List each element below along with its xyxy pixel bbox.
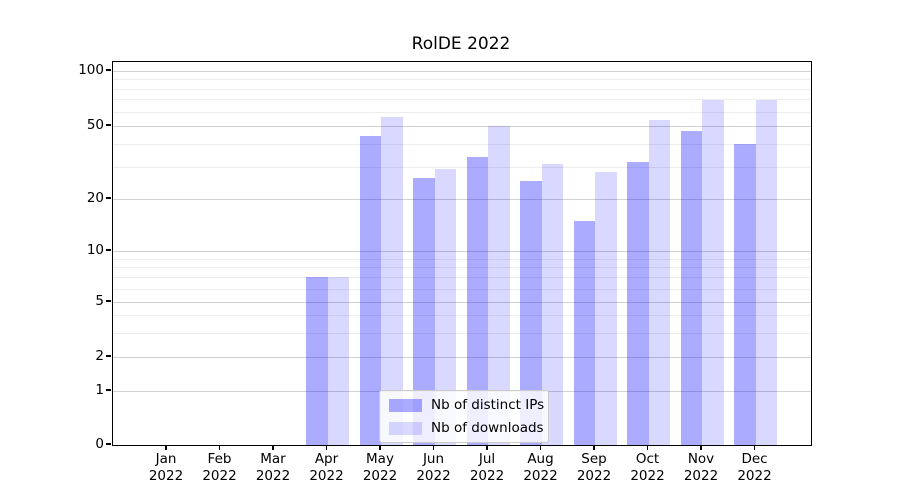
gridline-minor-80 (113, 88, 811, 90)
y-tick-label-20: 20 (86, 190, 104, 206)
legend-swatch-downloads (389, 421, 422, 435)
x-tick-label-jan: Jan 2022 (148, 451, 184, 484)
x-tick-label-apr: Apr 2022 (309, 451, 344, 484)
x-tick-label-jul: Jul 2022 (469, 451, 505, 484)
x-tick-mark-aug (539, 445, 542, 450)
y-tick-label-0: 0 (95, 436, 104, 452)
gridline-minor-4 (113, 315, 811, 317)
gridline-minor-40 (113, 143, 811, 145)
bar-downloads-nov (702, 100, 724, 445)
gridline-major-50 (113, 126, 811, 127)
bar-distinct-ips-sep (573, 220, 595, 445)
x-tick-mark-apr (325, 445, 328, 450)
y-tick-mark-0 (106, 443, 111, 445)
gridline-minor-60 (113, 111, 811, 113)
x-tick-mark-sep (593, 445, 595, 450)
bar-downloads-oct (648, 119, 670, 445)
x-tick-mark-dec (753, 445, 756, 450)
gridline-minor-6 (113, 288, 811, 290)
x-tick-label-sep: Sep 2022 (576, 451, 612, 484)
bar-distinct-ips-dec (734, 143, 756, 445)
legend-label-distinct-ips: Nb of distinct IPs (431, 397, 545, 413)
x-tick-label-mar: Mar 2022 (255, 451, 291, 484)
gridline-minor-90 (113, 79, 811, 81)
bar-distinct-ips-oct (627, 161, 649, 445)
gridline-major-10 (113, 251, 811, 252)
legend: Nb of distinct IPs Nb of downloads (379, 390, 549, 443)
bar-distinct-ips-jul (466, 156, 488, 445)
gridline-major-100 (113, 71, 811, 72)
x-tick-mark-jul (486, 445, 488, 450)
bar-downloads-apr (327, 277, 349, 445)
bar-distinct-ips-nov (680, 130, 702, 445)
x-tick-label-aug: Aug 2022 (523, 451, 558, 484)
x-tick-label-jun: Jun 2022 (416, 451, 451, 484)
bar-downloads-sep (595, 172, 617, 445)
y-tick-mark-2 (106, 355, 111, 357)
legend-swatch-distinct-ips (389, 398, 422, 412)
bar-distinct-ips-jun (413, 178, 435, 445)
y-tick-mark-10 (106, 249, 111, 251)
x-tick-mark-oct (646, 445, 649, 450)
y-tick-mark-5 (106, 300, 111, 302)
x-tick-mark-jun (432, 445, 435, 450)
gridline-minor-9 (113, 258, 811, 260)
y-tick-label-10: 10 (86, 242, 104, 258)
bar-downloads-jun (434, 169, 456, 445)
x-tick-mark-mar (272, 445, 274, 450)
gridline-minor-8 (113, 267, 811, 269)
chart-title: RolDE 2022 (411, 34, 511, 54)
y-tick-mark-1 (106, 389, 111, 391)
x-tick-label-may: May 2022 (362, 451, 398, 484)
gridline-minor-70 (113, 99, 811, 101)
bar-distinct-ips-apr (306, 277, 328, 445)
legend-item-downloads: Nb of downloads (389, 420, 544, 436)
bar-downloads-aug (541, 164, 563, 445)
gridline-minor-7 (113, 277, 811, 279)
legend-item-distinct-ips: Nb of distinct IPs (389, 397, 544, 413)
x-tick-label-feb: Feb 2022 (202, 451, 237, 484)
bar-downloads-may (381, 117, 403, 445)
gridline-major-5 (113, 302, 811, 303)
gridline-major-20 (113, 199, 811, 200)
y-tick-label-2: 2 (95, 348, 104, 364)
bar-distinct-ips-aug (520, 181, 542, 445)
x-tick-mark-may (379, 445, 381, 450)
gridline-minor-30 (113, 166, 811, 168)
y-tick-label-100: 100 (78, 62, 104, 78)
y-tick-label-5: 5 (95, 293, 104, 309)
bar-downloads-jul (488, 126, 510, 445)
x-tick-label-dec: Dec 2022 (737, 451, 772, 484)
y-tick-mark-100 (106, 69, 111, 71)
x-tick-mark-feb (218, 445, 221, 450)
y-tick-mark-50 (106, 124, 111, 126)
x-tick-label-nov: Nov 2022 (683, 451, 719, 484)
x-tick-mark-nov (700, 445, 702, 450)
x-tick-label-oct: Oct 2022 (630, 451, 665, 484)
y-tick-label-1: 1 (95, 382, 104, 398)
y-tick-mark-20 (106, 197, 111, 199)
gridline-minor-3 (113, 332, 811, 334)
bar-distinct-ips-may (359, 136, 381, 445)
gridline-major-2 (113, 357, 811, 358)
plot-area: Nb of distinct IPs Nb of downloads (112, 61, 812, 446)
x-tick-mark-jan (165, 445, 167, 450)
bar-downloads-dec (755, 100, 777, 445)
legend-label-downloads: Nb of downloads (431, 420, 544, 436)
y-tick-label-50: 50 (86, 117, 104, 133)
